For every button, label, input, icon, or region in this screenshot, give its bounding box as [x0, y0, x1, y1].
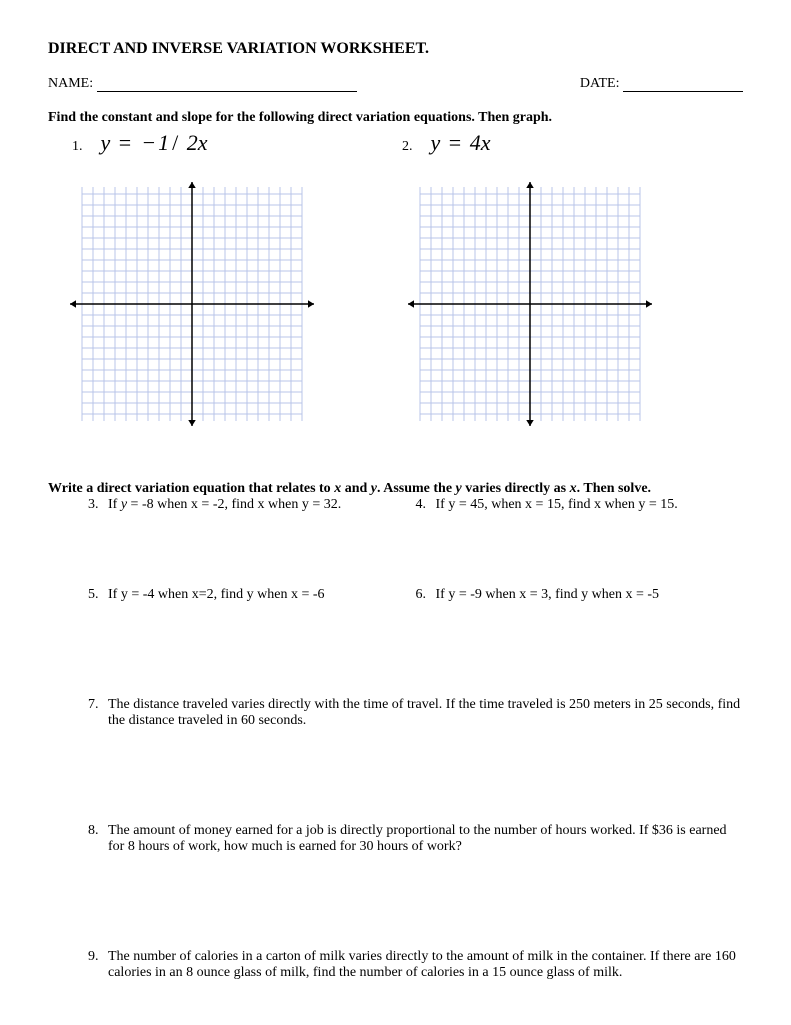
q-number: 1.: [72, 139, 83, 155]
name-label: NAME:: [48, 76, 93, 91]
date-blank[interactable]: [623, 77, 743, 92]
q-equation: y = −1/ 2x: [101, 130, 208, 156]
section2-instruction: Write a direct variation equation that r…: [48, 481, 743, 497]
q-number: 2.: [402, 139, 413, 155]
q-number: 4.: [416, 497, 436, 513]
equation-1: 1. y = −1/ 2x: [48, 130, 378, 156]
question-list: 3. If y = -8 when x = -2, find x when y …: [88, 497, 743, 981]
q-text: If y = -9 when x = 3, find y when x = -5: [436, 587, 660, 603]
q-number: 5.: [88, 587, 108, 603]
question-7: 7. The distance traveled varies directly…: [88, 697, 743, 729]
section1-instruction: Find the constant and slope for the foll…: [48, 110, 743, 126]
q-number: 6.: [416, 587, 436, 603]
q-number: 3.: [88, 497, 108, 513]
question-6: 6. If y = -9 when x = 3, find y when x =…: [416, 587, 744, 603]
q-text: The distance traveled varies directly wi…: [108, 697, 743, 729]
equation-row: 1. y = −1/ 2x 2. y = 4x: [48, 130, 743, 156]
q-number: 7.: [88, 697, 108, 729]
question-row: 5. If y = -4 when x=2, find y when x = -…: [88, 587, 743, 603]
date-label: DATE:: [580, 76, 620, 91]
name-field: NAME:: [48, 76, 357, 92]
q-number: 9.: [88, 949, 108, 981]
name-blank[interactable]: [97, 77, 357, 92]
coordinate-grid-2: [406, 180, 654, 433]
worksheet-title: DIRECT AND INVERSE VARIATION WORKSHEET.: [48, 40, 743, 58]
q-text: If y = -8 when x = -2, find x when y = 3…: [108, 497, 341, 513]
q-number: 8.: [88, 823, 108, 855]
q-text: The number of calories in a carton of mi…: [108, 949, 743, 981]
header-row: NAME: DATE:: [48, 76, 743, 92]
question-9: 9. The number of calories in a carton of…: [88, 949, 743, 981]
q-equation: y = 4x: [431, 130, 491, 156]
q-text: The amount of money earned for a job is …: [108, 823, 743, 855]
date-field: DATE:: [580, 76, 743, 92]
grids-row: [68, 180, 743, 433]
coordinate-grid-1: [68, 180, 316, 433]
question-8: 8. The amount of money earned for a job …: [88, 823, 743, 855]
question-row: 3. If y = -8 when x = -2, find x when y …: [88, 497, 743, 513]
q-text: If y = -4 when x=2, find y when x = -6: [108, 587, 325, 603]
question-5: 5. If y = -4 when x=2, find y when x = -…: [88, 587, 416, 603]
question-3: 3. If y = -8 when x = -2, find x when y …: [88, 497, 416, 513]
equation-2: 2. y = 4x: [378, 130, 490, 156]
question-4: 4. If y = 45, when x = 15, find x when y…: [416, 497, 744, 513]
q-text: If y = 45, when x = 15, find x when y = …: [436, 497, 678, 513]
